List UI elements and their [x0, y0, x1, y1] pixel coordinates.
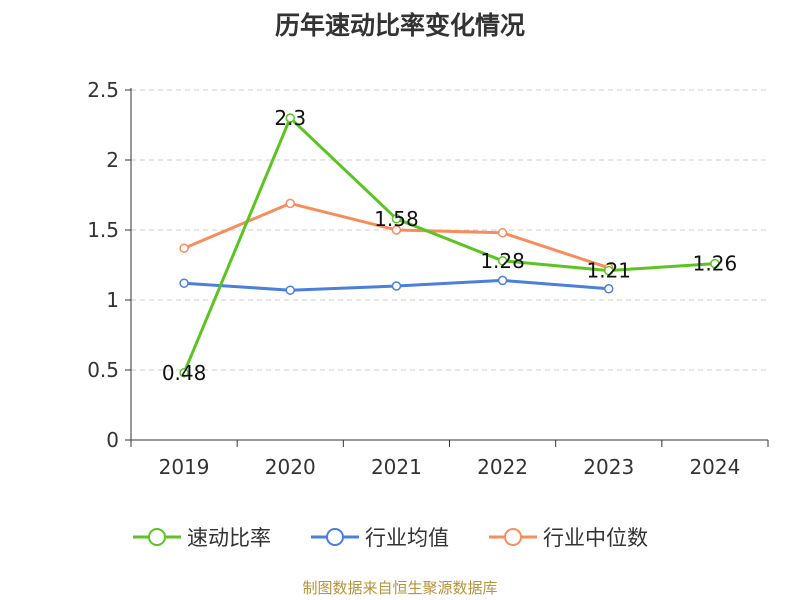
data-point[interactable] — [391, 225, 402, 235]
y-tick-label: 0.5 — [87, 358, 119, 382]
legend-label-speed-ratio: 速动比率 — [187, 526, 271, 550]
data-label: 0.48 — [162, 361, 207, 385]
data-point[interactable] — [179, 278, 189, 288]
series-line — [182, 116, 716, 374]
data-point[interactable] — [179, 243, 189, 253]
legend-label-industry-median: 行业中位数 — [543, 526, 648, 550]
y-tick-label: 0 — [106, 428, 119, 452]
y-tick-label: 2 — [106, 148, 119, 172]
legend-item-speed-ratio[interactable]: 速动比率 — [133, 520, 271, 554]
data-point[interactable] — [285, 113, 295, 123]
data-point[interactable] — [710, 258, 720, 269]
x-tick-label: 2023 — [583, 455, 634, 479]
data-label: 2.3 — [274, 106, 306, 130]
x-tick-label: 2019 — [159, 455, 210, 479]
legend-item-industry-mean[interactable]: 行业均值 — [311, 520, 449, 554]
data-label: 1.26 — [693, 252, 738, 276]
data-point[interactable] — [497, 275, 508, 286]
data-point[interactable] — [285, 285, 295, 295]
y-tick-label: 1.5 — [87, 218, 119, 242]
legend-label-industry-mean: 行业均值 — [365, 526, 449, 550]
data-point[interactable] — [391, 281, 402, 291]
legend-item-industry-median[interactable]: 行业中位数 — [489, 520, 648, 554]
legend-marker-industry-mean — [311, 528, 359, 546]
data-point[interactable] — [604, 265, 614, 276]
y-tick-label: 2.5 — [87, 78, 119, 102]
x-tick-label: 2020 — [265, 455, 316, 479]
data-point[interactable] — [179, 368, 189, 378]
data-point[interactable] — [391, 214, 402, 224]
data-point[interactable] — [497, 256, 508, 266]
chart-title: 历年速动比率变化情况 — [274, 11, 525, 40]
legend-marker-industry-median — [489, 528, 537, 546]
data-point[interactable] — [285, 198, 295, 209]
data-label: 1.58 — [374, 207, 419, 231]
data-point[interactable] — [604, 284, 614, 294]
x-tick-label: 2021 — [371, 455, 422, 479]
source-note: 制图数据来自恒生聚源数据库 — [302, 579, 498, 597]
data-label: 1.21 — [586, 259, 631, 283]
legend-marker-speed-ratio — [133, 528, 181, 546]
legend: 速动比率 行业均值 行业中位数 — [0, 520, 800, 554]
x-tick-label: 2024 — [689, 455, 740, 479]
y-tick-label: 1 — [106, 288, 119, 312]
data-label: 1.28 — [480, 249, 525, 273]
x-tick-label: 2022 — [477, 455, 528, 479]
data-point[interactable] — [497, 228, 508, 238]
